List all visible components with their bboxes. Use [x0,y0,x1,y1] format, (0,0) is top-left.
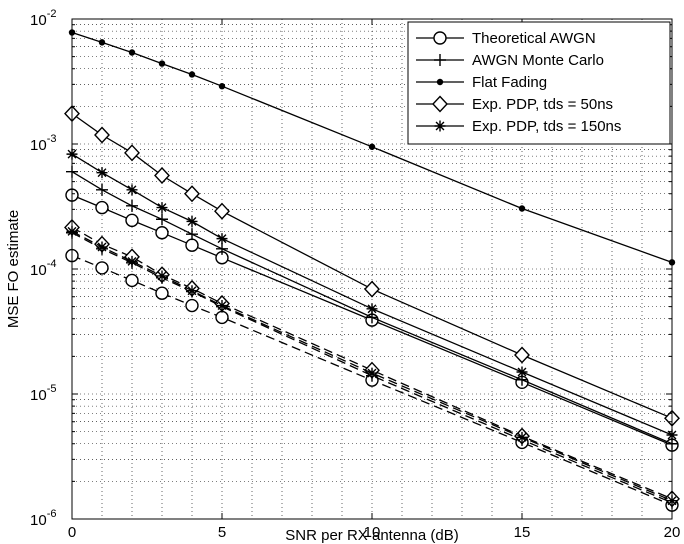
axis-ticks: 0 5 10 15 20 10-6 10-5 10-4 10-3 10-2 [30,8,680,541]
marker-diamond [94,126,110,144]
marker-circle [95,261,109,275]
marker-star [186,215,198,227]
marker-diamond [154,166,170,185]
marker-star [186,285,198,297]
series-2 [66,165,678,450]
marker-star [516,431,528,443]
marker-star [516,366,528,378]
legend-label: Flat Fading [472,74,547,91]
marker-dot [436,78,444,86]
marker-star [366,303,378,315]
legend-item: Theoretical AWGN [416,30,596,47]
marker-plus [156,213,168,226]
y-axis-title: MSE FO estimate [5,210,22,328]
legend-item: Flat Fading [416,74,547,91]
x-tick-label: 20 [664,524,681,541]
x-tick-label: 0 [68,524,76,541]
marker-circle [185,238,199,252]
y-tick-label: 10-4 [30,258,56,279]
marker-circle [185,298,199,313]
marker-circle [155,226,169,240]
legend-item: Exp. PDP, tds = 150ns [416,118,621,135]
marker-dot [518,205,526,212]
marker-circle [95,200,109,215]
grid [72,19,672,519]
marker-star [156,202,168,214]
x-tick-label: 15 [514,524,531,541]
marker-diamond [124,144,140,162]
marker-dot [158,60,166,67]
marker-circle [125,213,139,228]
y-tick-label: 10-2 [30,8,56,29]
marker-star [126,255,138,267]
legend-label: Exp. PDP, tds = 50ns [472,96,613,113]
legend-label: Exp. PDP, tds = 150ns [472,118,621,135]
legend-box [407,21,671,145]
marker-diamond [514,346,530,364]
series-group [64,29,680,512]
marker-diamond [214,202,230,220]
marker-dot [188,71,196,78]
marker-dot [98,39,106,46]
marker-circle [433,31,447,45]
marker-plus [434,54,446,66]
marker-star [156,270,168,282]
marker-dot [218,83,226,90]
y-tick-label: 10-5 [30,383,56,404]
marker-dot [128,49,136,56]
series-4 [68,29,676,266]
x-axis-title: SNR per RX antenna (dB) [285,527,458,544]
marker-plus [126,199,138,212]
legend-label: Theoretical AWGN [472,30,596,47]
marker-diamond [432,95,448,113]
marker-star [96,167,108,179]
marker-circle [125,273,139,288]
marker-plus [96,183,108,196]
legend-item: Exp. PDP, tds = 50ns [416,95,613,113]
marker-plus [216,242,228,255]
legend-label: AWGN Monte Carlo [472,52,604,69]
marker-star [434,120,446,132]
marker-diamond [184,185,200,203]
x-tick-label: 10 [364,524,381,541]
marker-star [366,367,378,379]
marker-dot [368,143,376,150]
legend: Theoretical AWGN AWGN Monte Carlo Flat Fad… [407,21,671,145]
marker-star [216,300,228,312]
marker-star [126,184,138,196]
marker-circle [155,286,169,300]
legend-item: AWGN Monte Carlo [416,52,604,69]
marker-circle [215,310,229,325]
y-tick-label: 10-6 [30,508,56,529]
marker-star [216,233,228,245]
x-tick-label: 5 [218,524,226,541]
y-tick-label: 10-3 [30,133,56,154]
marker-plus [186,228,198,241]
marker-diamond [364,280,380,298]
marker-star [96,241,108,253]
